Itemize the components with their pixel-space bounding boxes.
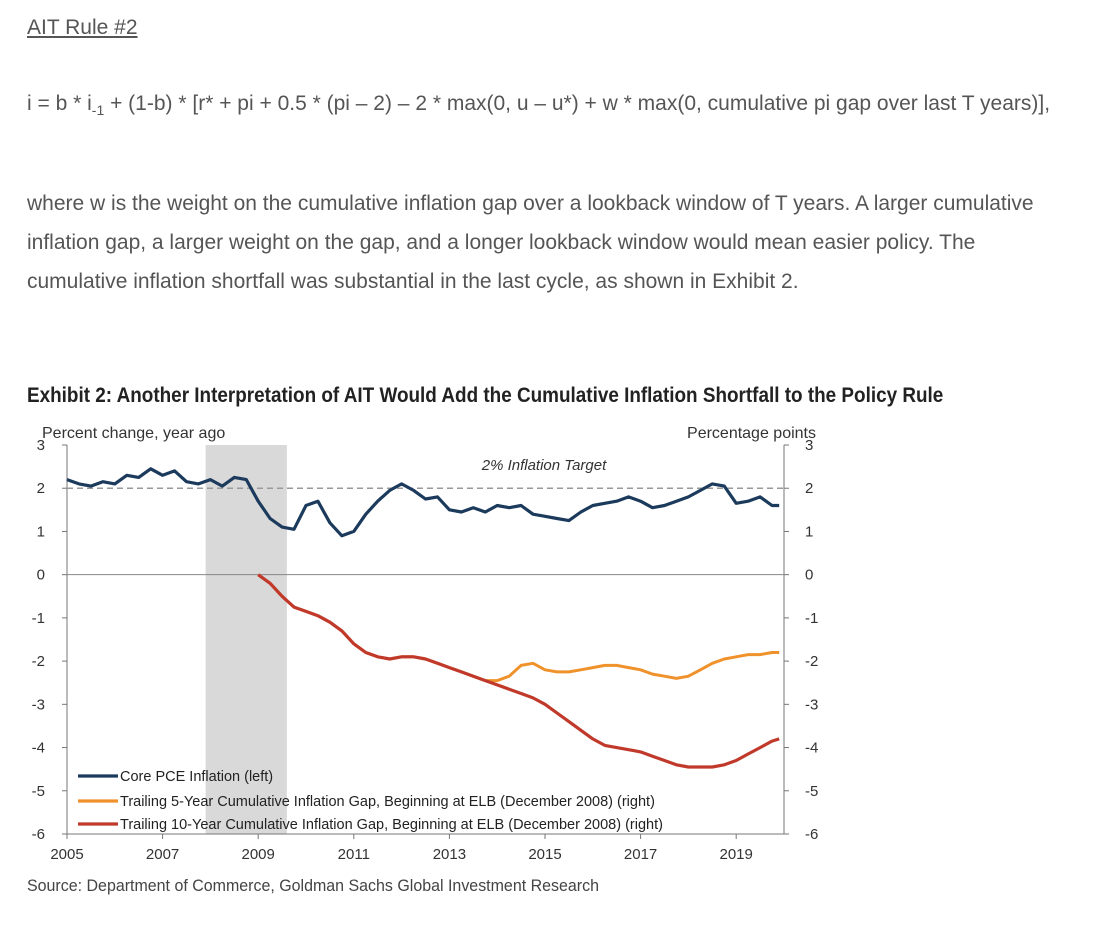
explanation-paragraph: where w is the weight on the cumulative … [27, 192, 1034, 293]
target-line-label: 2% Inflation Target [481, 457, 607, 474]
right-y-tick-label: -4 [805, 740, 818, 757]
left-y-tick-label: 3 [37, 437, 45, 454]
recession-shading [205, 445, 287, 834]
series-10y-gap-line [257, 573, 780, 769]
chart-background-layer [205, 445, 287, 834]
source-note: Source: Department of Commerce, Goldman … [27, 876, 599, 895]
left-y-tick-label: 0 [37, 567, 45, 584]
left-y-tick-label: 2 [37, 480, 45, 497]
right-y-tick-label: 3 [805, 437, 813, 454]
left-y-tick-label: -6 [32, 826, 45, 843]
chart-series-layer [66, 467, 780, 769]
x-tick-label: 2009 [242, 846, 275, 863]
legend-5y-gap-label: Trailing 5-Year Cumulative Inflation Gap… [120, 794, 655, 810]
chart-axes-layer: 3 2 1 0 -1 -2 -3 -4 -5 -6 3 2 1 0 -1 -2 -3 -4 -5 -6 2005 2007… [32, 437, 819, 863]
formula-part-2: + (1-b) * [r* + pi + 0.5 * (pi – 2) – 2 … [104, 92, 1051, 115]
inflation-chart: 3 2 1 0 -1 -2 -3 -4 -5 -6 3 2 1 0 -1 -2 -3 -4 -5 -6 2005 2007… [32, 425, 819, 863]
right-y-tick-label: 2 [805, 480, 813, 497]
right-y-tick-label: -5 [805, 783, 818, 800]
formula-part-1: i = b * i [27, 92, 92, 115]
policy-rule-formula: i = b * i-1 + (1-b) * [r* + pi + 0.5 * (… [27, 84, 1077, 130]
left-axis-label: Percent change, year ago [42, 425, 225, 442]
right-y-tick-label: -2 [805, 653, 818, 670]
right-y-tick-label: -6 [805, 826, 818, 843]
x-tick-label: 2007 [146, 846, 179, 863]
left-y-tick-label: -4 [32, 740, 45, 757]
left-y-tick-label: -2 [32, 653, 45, 670]
right-y-tick-label: 0 [805, 567, 813, 584]
x-tick-label: 2017 [624, 846, 657, 863]
x-tick-label: 2015 [528, 846, 561, 863]
section-heading: AIT Rule #2 [27, 16, 138, 39]
legend-core-pce-label: Core PCE Inflation (left) [120, 769, 273, 785]
x-tick-label: 2019 [720, 846, 753, 863]
left-y-tick-label: 1 [37, 523, 45, 540]
formula-subscript: -1 [91, 102, 105, 119]
right-y-tick-label: -3 [805, 696, 818, 713]
series-core-pce-line [66, 467, 780, 538]
left-y-tick-label: -3 [32, 696, 45, 713]
x-tick-label: 2011 [338, 846, 370, 863]
exhibit-title: Exhibit 2: Another Interpretation of AIT… [27, 384, 944, 407]
chart-legend-layer: Core PCE Inflation (left) Trailing 5-Year… [78, 769, 663, 833]
x-tick-label: 2005 [50, 846, 83, 863]
legend-10y-gap-label: Trailing 10-Year Cumulative Inflation Ga… [120, 817, 663, 833]
right-y-tick-label: 1 [805, 523, 813, 540]
left-y-tick-label: -1 [32, 610, 45, 627]
left-y-tick-label: -5 [32, 783, 45, 800]
x-tick-label: 2013 [433, 846, 466, 863]
right-y-tick-label: -1 [805, 610, 818, 627]
right-axis-label: Percentage points [687, 425, 816, 442]
